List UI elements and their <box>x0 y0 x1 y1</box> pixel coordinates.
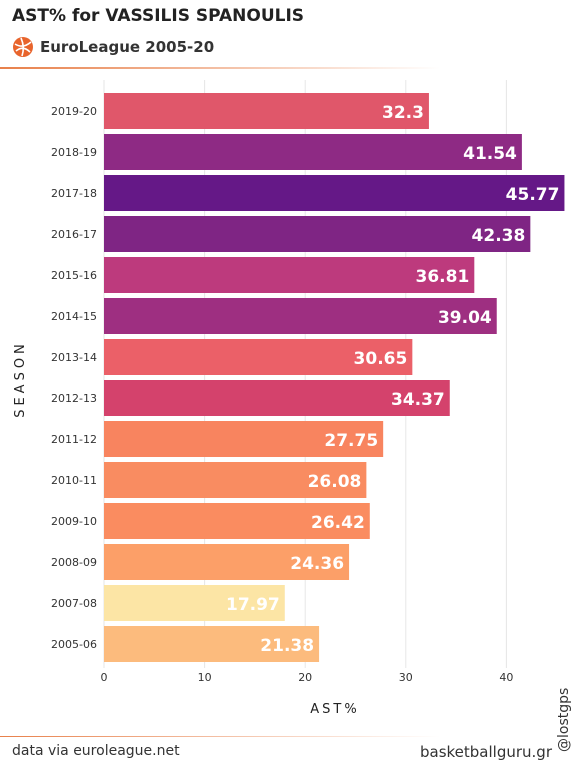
y-tick-label: 2005-06 <box>51 638 97 651</box>
y-tick-label: 2009-10 <box>51 515 97 528</box>
site-credit: basketballguru.gr <box>420 743 552 761</box>
x-tick-label: 20 <box>298 671 312 684</box>
bar-2007-08 <box>104 585 285 621</box>
x-tick-label: 40 <box>499 671 513 684</box>
y-tick-label: 2017-18 <box>51 187 97 200</box>
y-tick-label: 2015-16 <box>51 269 97 282</box>
y-tick-label: 2012-13 <box>51 392 97 405</box>
bar-value-label: 39.04 <box>438 308 492 328</box>
y-tick-label: 2016-17 <box>51 228 97 241</box>
bar-value-label: 42.38 <box>472 226 526 246</box>
y-tick-label: 2010-11 <box>51 474 97 487</box>
bar-value-label: 27.75 <box>324 431 378 451</box>
bar-2008-09 <box>104 544 350 580</box>
bar-2019-20 <box>104 93 429 129</box>
x-tick-labels: 0 10 20 30 40 <box>101 671 514 684</box>
x-axis-label: AST% <box>310 702 359 717</box>
bar-value-label: 45.77 <box>506 185 560 205</box>
y-tick-label: 2008-09 <box>51 556 97 569</box>
author-handle: @lostgps <box>556 687 572 752</box>
y-tick-label: 2018-19 <box>51 146 97 159</box>
bar-2005-06 <box>104 626 320 662</box>
bar-value-label: 17.97 <box>226 595 280 615</box>
bar-value-label: 26.08 <box>308 472 362 492</box>
bar-2010-11 <box>104 462 367 498</box>
source-credit: data via euroleague.net <box>12 743 180 759</box>
bars: 32.3 41.54 45.77 42.38 36.81 39.04 30.65 34.37 2… <box>104 93 565 662</box>
chart-subtitle: EuroLeague 2005-20 <box>40 38 215 56</box>
x-tick-label: 0 <box>101 671 108 684</box>
bar-value-label: 26.42 <box>311 513 365 533</box>
subtitle-row: EuroLeague 2005-20 <box>12 36 214 58</box>
bar-value-label: 41.54 <box>463 144 517 164</box>
y-tick-label: 2014-15 <box>51 310 97 323</box>
chart-title: AST% for VASSILIS SPANOULIS <box>12 6 305 26</box>
bar-2018-19 <box>104 134 522 170</box>
euroleague-ball-icon <box>13 37 33 57</box>
bar-2014-15 <box>104 298 497 334</box>
ast-bar-chart: 32.3 41.54 45.77 42.38 36.81 39.04 30.65 34.37 2… <box>13 80 565 717</box>
y-tick-labels: 2019-20 2018-19 2017-18 2016-17 2015-16 2014-… <box>51 105 97 651</box>
y-tick-label: 2011-12 <box>51 433 97 446</box>
bar-2013-14 <box>104 339 413 375</box>
y-tick-label: 2013-14 <box>51 351 97 364</box>
bar-value-label: 30.65 <box>354 349 408 369</box>
y-axis-label: SEASON <box>13 340 28 418</box>
bar-value-label: 24.36 <box>290 554 344 574</box>
bar-value-label: 32.3 <box>382 103 424 123</box>
bar-2012-13 <box>104 380 450 416</box>
header-divider <box>0 67 440 69</box>
bar-2015-16 <box>104 257 475 293</box>
bar-value-label: 34.37 <box>391 390 445 410</box>
bar-2017-18 <box>104 175 565 211</box>
bar-2009-10 <box>104 503 370 539</box>
bar-2016-17 <box>104 216 531 252</box>
bar-2011-12 <box>104 421 384 457</box>
bar-value-label: 36.81 <box>416 267 470 287</box>
bar-value-label: 21.38 <box>260 636 314 656</box>
y-tick-label: 2007-08 <box>51 597 97 610</box>
x-tick-label: 10 <box>198 671 212 684</box>
x-tick-label: 30 <box>399 671 413 684</box>
footer-divider <box>0 736 440 737</box>
y-tick-label: 2019-20 <box>51 105 97 118</box>
